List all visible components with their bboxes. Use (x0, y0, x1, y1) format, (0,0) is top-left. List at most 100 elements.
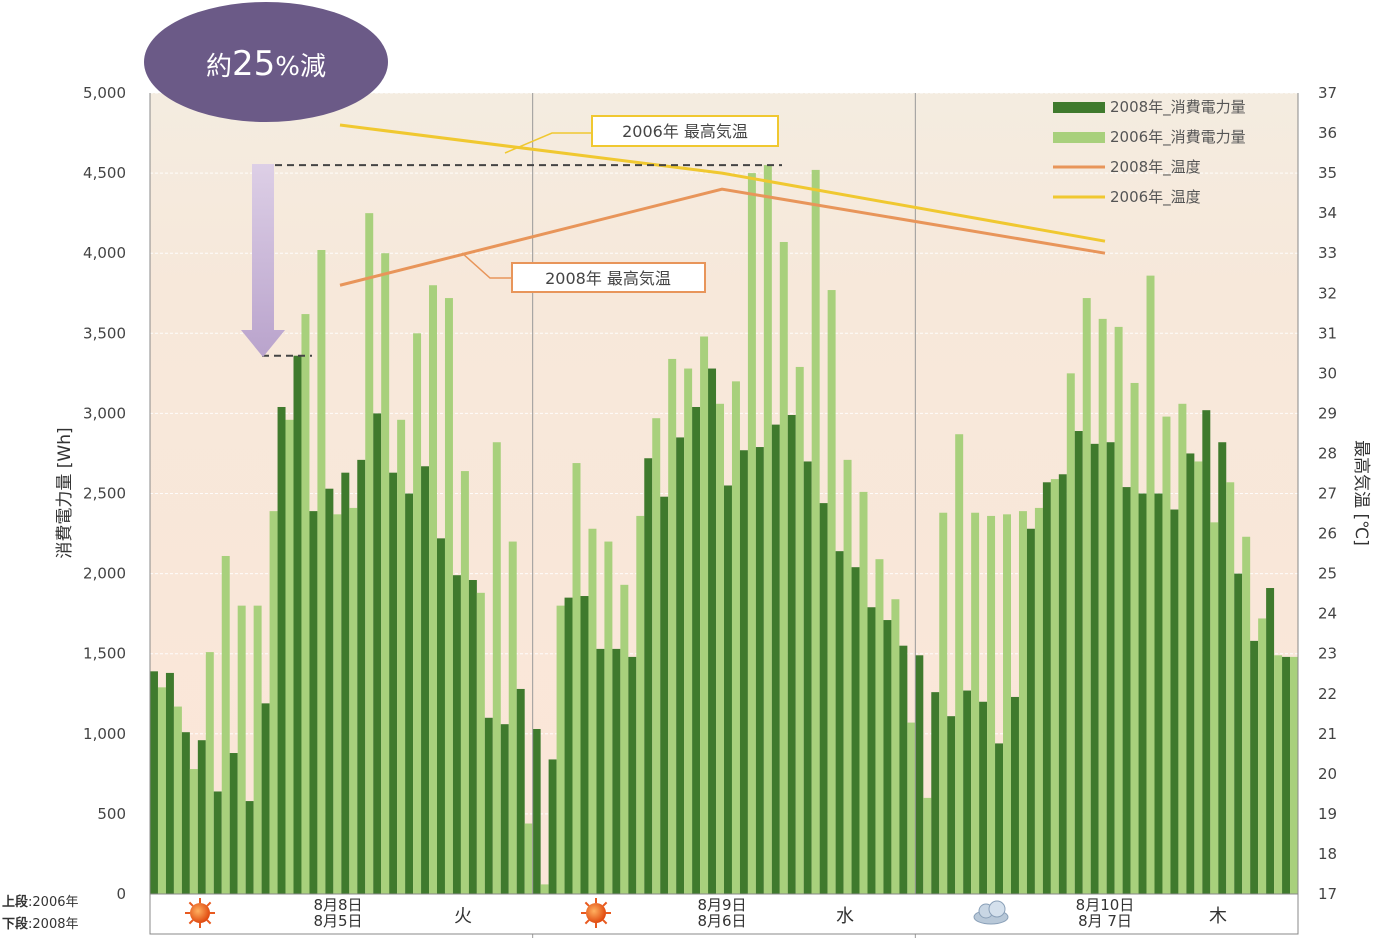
y-left-tick-label: 1,500 (83, 645, 126, 663)
bar-2006 (237, 605, 246, 894)
bar-2008 (724, 485, 732, 894)
bar-2008 (676, 437, 685, 894)
bar-2008 (883, 620, 892, 894)
bar-2006 (492, 442, 501, 894)
bar-2006 (795, 366, 804, 894)
bar-2008 (309, 511, 318, 894)
weekday-label: 火 (454, 906, 472, 927)
bar-2006 (1162, 416, 1171, 894)
day-separators (532, 93, 916, 938)
row-note-top-value: :2006年 (28, 895, 79, 910)
y-left-tick-label: 3,500 (83, 324, 126, 342)
y-right-tick-label: 20 (1318, 765, 1337, 783)
bar-2006 (588, 528, 597, 894)
bar-2008 (692, 406, 701, 894)
bar-2008 (803, 461, 812, 894)
y-left-axis-title: 消費電力量 [Wh] (55, 427, 75, 558)
bar-2008 (851, 567, 860, 894)
y-right-tick-label: 32 (1318, 284, 1337, 302)
temp-line-2008 (339, 187, 1106, 287)
bar-2006 (189, 769, 198, 894)
annotations: 約25%減 2006年 最高気温 2008年 最高気温 (144, 2, 782, 357)
bar-2006 (763, 165, 772, 895)
bar-2006 (700, 336, 709, 894)
bar-2006 (269, 511, 278, 894)
bar-2006 (668, 358, 677, 894)
bar-2006 (747, 173, 756, 895)
bar-2008 (181, 732, 190, 894)
bar-2008 (229, 753, 238, 894)
bar-2006 (811, 169, 820, 894)
bar-2008 (165, 672, 174, 894)
y-left-tick-label: 5,000 (83, 84, 126, 102)
bar-2006 (333, 514, 342, 894)
bar-2008 (899, 645, 908, 894)
date-label-2006: 8月8日 (313, 896, 362, 914)
bar-2008 (1122, 487, 1131, 894)
row-note-bottom-value: :2008年 (28, 917, 79, 932)
y-left-tick-label: 1,000 (83, 725, 126, 743)
y-left-tick-label: 4,000 (83, 244, 126, 262)
y-right-tick-label: 36 (1318, 124, 1337, 142)
bar-2008 (931, 692, 940, 894)
weekday-label: 水 (836, 906, 854, 927)
legend-label: 2008年_消費電力量 (1110, 98, 1246, 117)
y-right-tick-label: 17 (1318, 885, 1337, 903)
bar-2006 (1050, 479, 1059, 894)
y-right-tick-label: 24 (1318, 605, 1337, 623)
bar-2008 (867, 607, 876, 894)
sun-ray (584, 919, 590, 925)
bar-2006 (221, 555, 230, 894)
bar-2008 (915, 655, 924, 894)
weekday-label: 木 (1209, 906, 1227, 927)
bar-2006 (1146, 275, 1155, 894)
y-right-tick-label: 34 (1318, 204, 1337, 222)
bar-2008 (1138, 493, 1147, 894)
bar-2008 (564, 597, 573, 894)
y-left-tick-label: 2,000 (83, 565, 126, 583)
legend-swatch (1053, 102, 1105, 113)
bar-2008 (437, 538, 445, 894)
badge-prefix: 約 (206, 52, 232, 82)
bar-2008 (835, 551, 844, 894)
bar-2006 (317, 249, 326, 895)
bar-2006 (827, 290, 836, 894)
bar-2008 (1106, 442, 1115, 894)
y-left-tick-label: 500 (97, 805, 126, 823)
sun-ray (602, 901, 608, 907)
row-note-bottom-label: 下段 (2, 917, 29, 932)
bar-2008 (1234, 573, 1243, 894)
bar-2006 (1274, 655, 1283, 894)
bar-2008 (532, 728, 541, 894)
bars (150, 165, 1298, 895)
y-left-tick-label: 2,500 (83, 485, 126, 503)
bar-2008 (548, 759, 557, 894)
bar-2006 (684, 368, 693, 894)
bar-2006 (1066, 373, 1075, 895)
bar-2006 (923, 797, 932, 894)
bar-2006 (971, 512, 980, 894)
y-right-tick-label: 26 (1318, 525, 1337, 543)
sun-ray (188, 919, 194, 925)
bar-2006 (508, 541, 517, 894)
sun-ray (188, 901, 194, 907)
bar-2008 (213, 791, 222, 894)
row-note-top: 上段:2006年 (2, 891, 78, 910)
bar-2006 (939, 512, 948, 894)
y-left-tick-label: 0 (116, 885, 126, 903)
sun-ray (206, 901, 212, 907)
bar-2008 (452, 575, 461, 894)
bar-2006 (859, 491, 868, 894)
bar-2006 (652, 418, 661, 894)
y-right-tick-label: 27 (1318, 485, 1337, 503)
bar-2008 (1058, 474, 1067, 894)
bar-2006 (1003, 514, 1011, 894)
y-left-tick-label: 4,500 (83, 164, 126, 182)
bar-2006 (572, 463, 581, 894)
bar-2008 (628, 656, 637, 894)
sun-ray (206, 919, 212, 925)
bar-2006 (636, 515, 645, 894)
bar-2008 (245, 801, 254, 894)
bar-2006 (205, 652, 214, 894)
sun-disc (190, 903, 210, 923)
